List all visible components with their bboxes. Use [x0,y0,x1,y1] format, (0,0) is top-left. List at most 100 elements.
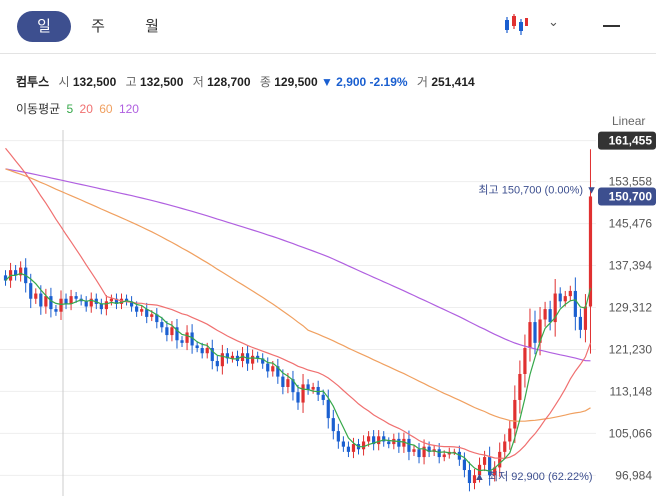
candle [19,267,23,276]
candle [397,438,401,447]
max-price-badge [598,131,656,150]
candle [301,384,305,403]
candle [528,322,532,349]
candle [104,301,108,310]
y-tick-label: 105,066 [609,426,653,440]
candle [109,298,114,302]
candle [462,459,467,471]
candle [129,301,134,307]
chevron-down-icon[interactable]: ⌄ [548,14,559,29]
scale-toggle[interactable]: Linear [612,114,646,128]
tab-month[interactable]: 월 [145,18,159,35]
candle [64,298,68,304]
change-value: ▼ 2,900 -2.19% [320,75,408,89]
candle [59,298,63,312]
candle [39,293,43,307]
candle [488,457,492,476]
ma60-line [5,168,591,422]
candle [175,327,179,341]
candle [54,309,58,312]
candle [558,293,562,302]
candle [160,322,164,328]
candle [89,298,93,307]
ma5-line [5,272,592,472]
ma120-line [5,168,591,362]
y-tick-label: 129,312 [609,300,653,314]
price-chart: 153,558 145,476 137,394 129,312 121,230 113,1… [0,130,656,496]
candle [366,436,371,442]
current-price-label: 150,700 [609,189,653,203]
candle [135,306,139,312]
y-tick-label: 137,394 [609,259,653,273]
candle [568,290,572,297]
candle [472,475,477,484]
ma-label: 이동평균 [16,102,61,116]
y-tick-label: 96,984 [615,468,652,482]
low-value: 128,700 [207,75,251,89]
open-label: 시 [58,75,70,89]
candle [276,366,280,377]
current-price-badge [598,187,656,206]
candle [372,436,376,445]
minus-icon[interactable] [603,25,620,27]
candle [442,454,446,458]
candle [306,384,310,390]
candle [190,332,194,346]
candle [251,355,255,364]
candle [417,449,421,458]
y-tick-label: 153,558 [609,175,653,189]
candle [296,392,300,403]
candle [548,309,552,323]
chart-toolbar: 일 주 월 ⌄ [0,0,656,54]
high-annotation: 최고 150,700 (0.00%) ▼ [478,183,597,196]
candle [180,340,184,343]
candle [140,309,144,312]
candle [382,436,386,442]
candle [185,332,189,343]
ma-5: 5 [66,102,74,116]
candle [230,355,235,359]
candle [74,296,78,299]
max-price-label: 161,455 [609,134,653,148]
candle [266,363,270,372]
candle [513,399,517,429]
candle [311,386,315,390]
stock-info: 컴투스 시 132,500 고 132,500 저 128,700 종 129,… [16,73,475,90]
candle [377,436,381,445]
volume-label: 거 [416,75,428,89]
candle [170,327,174,336]
candle [34,293,38,299]
candle [210,348,214,362]
candle [467,470,472,484]
candle [155,314,159,323]
candle [523,348,527,374]
candle [498,451,502,468]
low-label: 저 [192,75,204,89]
tab-day[interactable]: 일 [17,11,71,42]
candle [341,441,345,447]
candle [29,283,33,299]
candle [331,418,335,432]
candle [503,441,507,452]
candle [346,446,351,452]
stock-name: 컴투스 [16,75,50,89]
moving-average-legend: 이동평균 5 20 60 120 [16,100,139,117]
candle [215,361,219,367]
candle [508,428,512,442]
candle [482,457,487,465]
ma-60: 60 [99,102,113,116]
close-value: 129,500 [274,75,318,89]
candle [205,348,209,354]
candle [286,379,290,387]
candlestick-icon[interactable] [503,12,529,38]
candle [200,348,204,354]
candle [583,306,588,330]
candle [99,303,103,310]
candle [518,374,522,400]
tab-week[interactable]: 주 [91,18,105,35]
candle [69,296,73,304]
candle [361,441,366,450]
candle [563,296,567,302]
candle [351,444,356,452]
candle [261,358,265,364]
